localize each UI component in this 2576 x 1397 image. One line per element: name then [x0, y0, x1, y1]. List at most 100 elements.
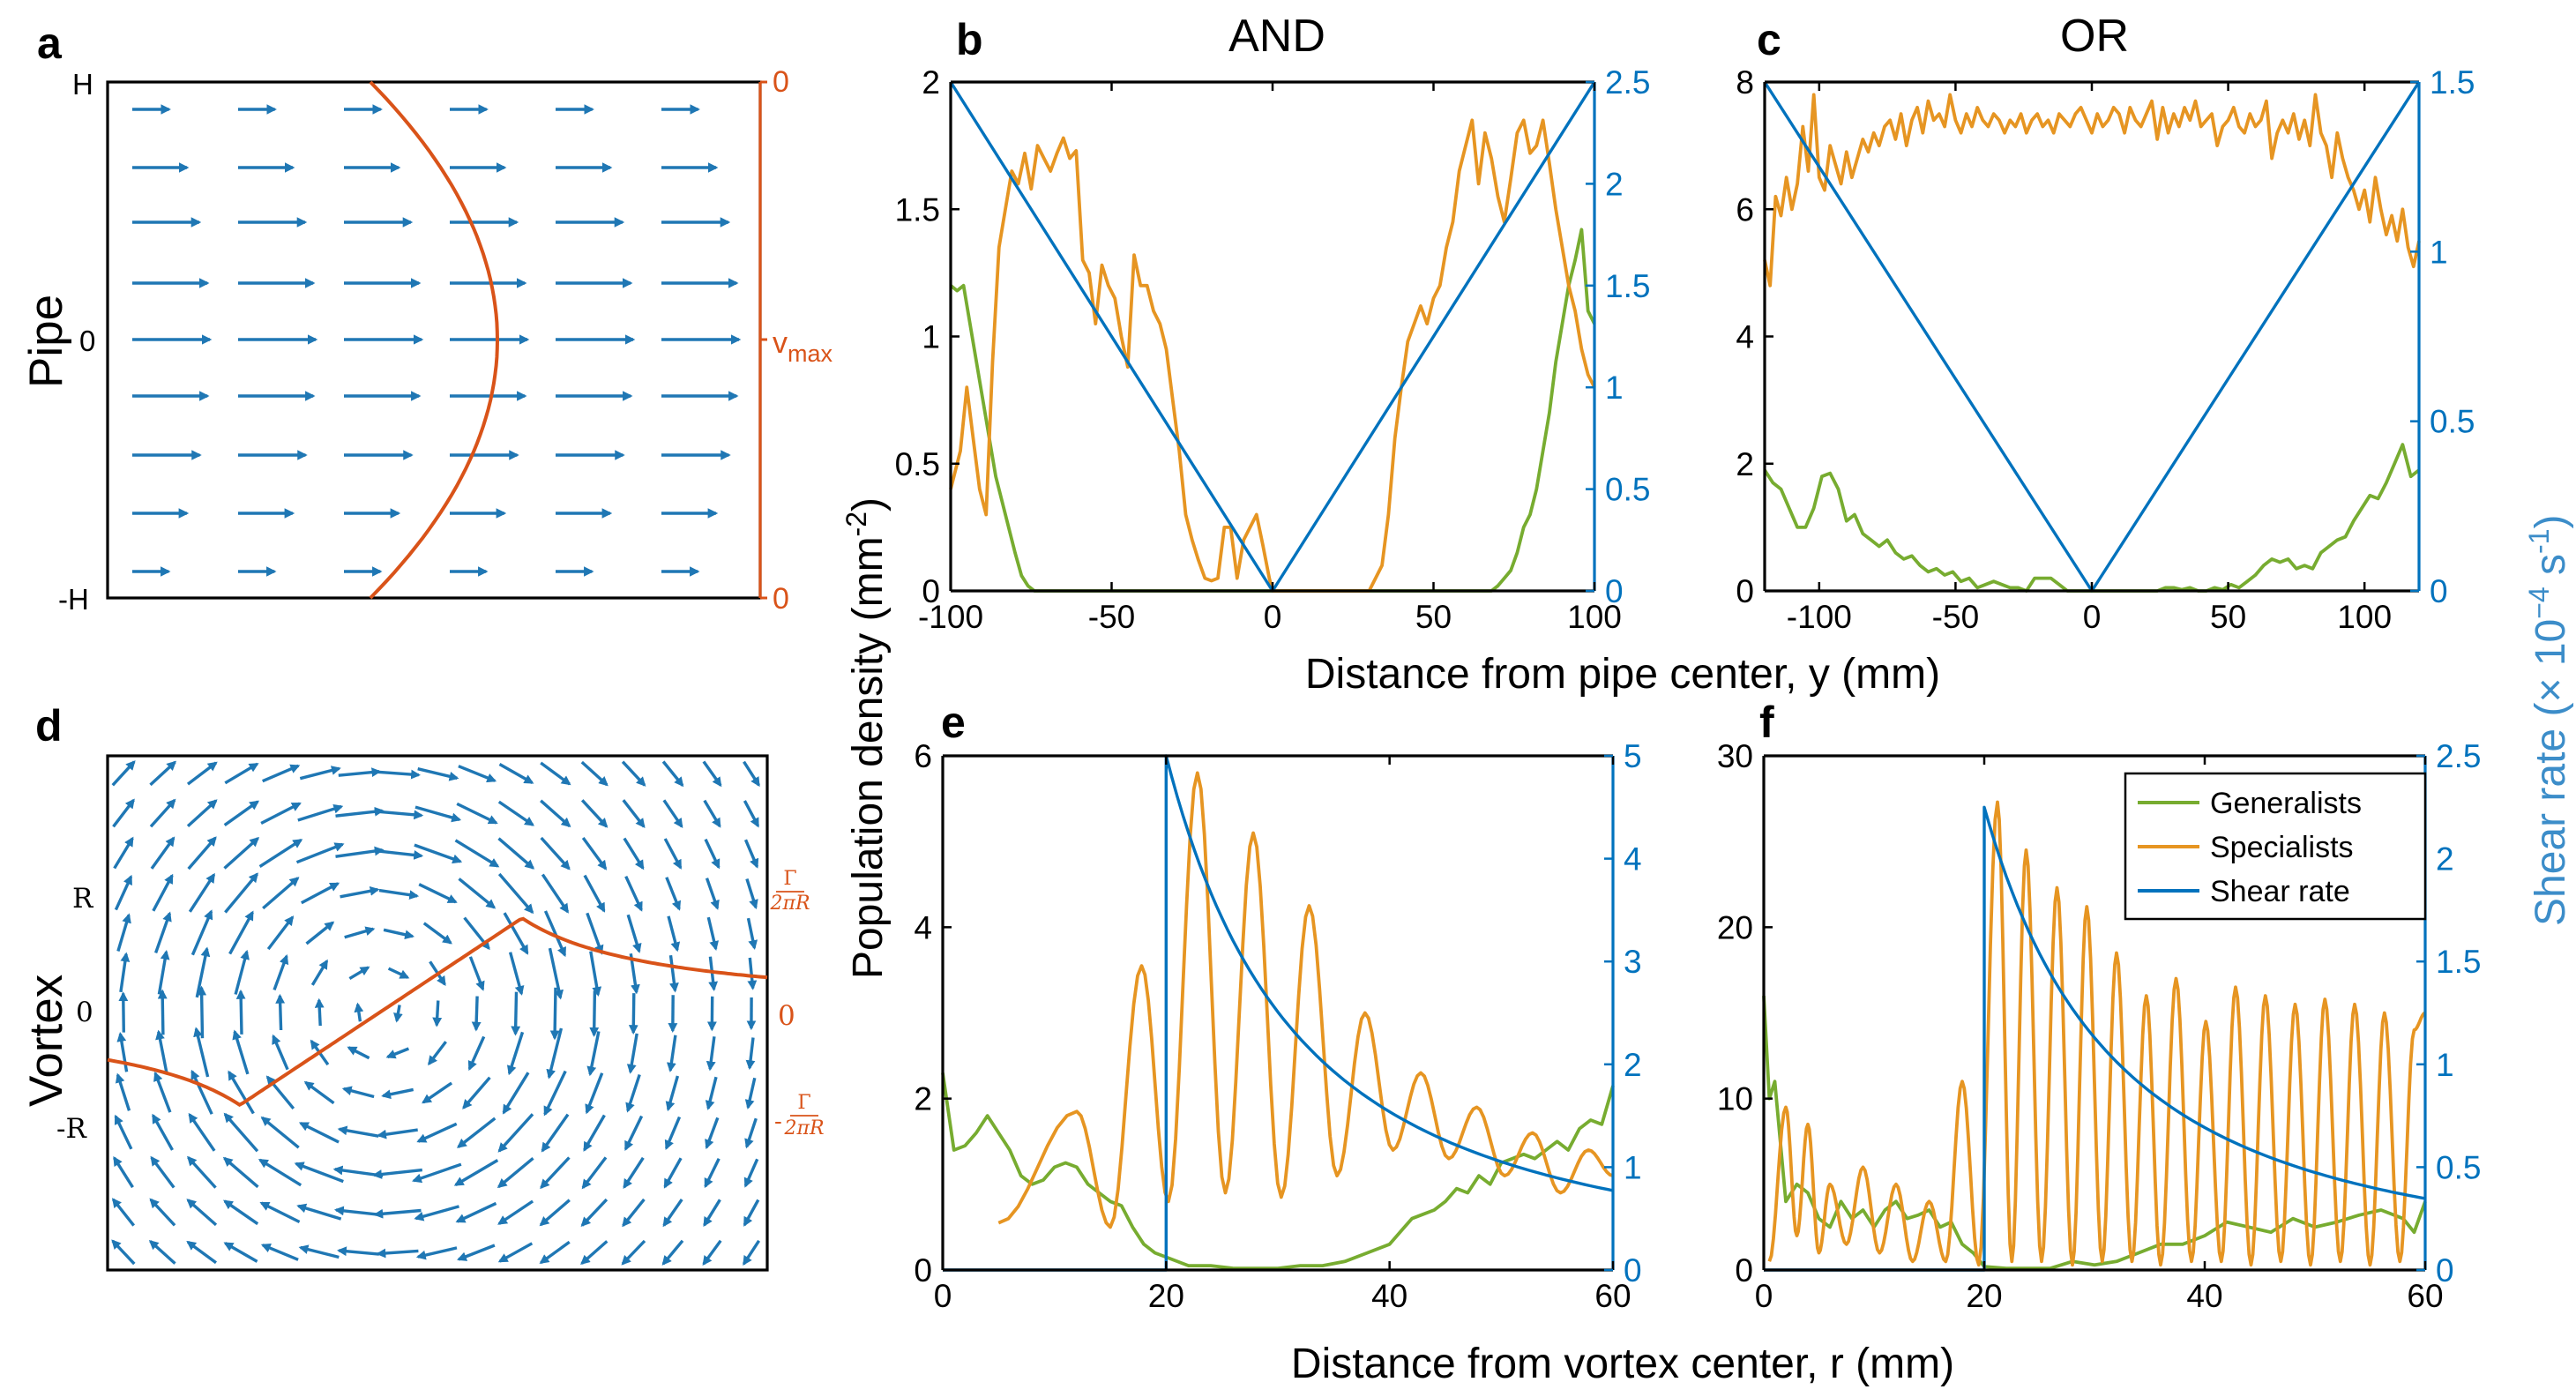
- vortex-flow-arrow-146: [502, 1072, 530, 1115]
- vortex-flow-arrow-220: [742, 1239, 761, 1266]
- panel-e-y2-tick-label: 1: [1624, 1149, 1642, 1185]
- vortex-flow-arrow-105: [235, 989, 246, 1035]
- panel-b-x-tick-label: 50: [1415, 599, 1452, 635]
- panel-f-y2-tick-label: 1.5: [2436, 944, 2481, 980]
- panel-e-series-shear-rate: [943, 754, 1614, 1272]
- panel-c-x-tick-label: -100: [1787, 599, 1852, 635]
- vortex-flow-arrow-136: [115, 1072, 131, 1111]
- panel-f-x-tick-label: 0: [1755, 1278, 1773, 1314]
- vortex-flow-arrow-132: [626, 1033, 638, 1074]
- vortex-flow-arrow-126: [385, 1047, 410, 1059]
- vortex-flow-arrow-191: [259, 1201, 301, 1224]
- vortex-flow-arrow-201: [662, 1199, 683, 1228]
- vortex-flow-arrow-76: [422, 922, 452, 945]
- vortex-flow-arrow-189: [186, 1199, 218, 1227]
- vortex-flow-arrow-85: [119, 952, 131, 993]
- vortex-flow-arrow-102: [118, 991, 129, 1033]
- vortex-velocity-profile: [107, 916, 768, 1108]
- panel-b-series-generalists: [949, 228, 1596, 593]
- panel-b-x-tick-label: 100: [1567, 599, 1622, 635]
- vortex-flow-arrow-175: [294, 1162, 344, 1184]
- panel-e-y2-tick-label: 4: [1624, 841, 1642, 878]
- panel-c-x-tick-label: -50: [1932, 599, 1979, 635]
- panel-c-x-tick-label: 0: [2083, 599, 2102, 635]
- panel-d-tick-0: 0: [76, 997, 93, 1028]
- vortex-flow-arrow-59: [418, 883, 458, 904]
- panel-c-y2-tick-label: 1: [2430, 234, 2448, 270]
- vortex-flow-arrow-158: [298, 1121, 340, 1144]
- vortex-flow-arrow-182: [581, 1156, 608, 1190]
- vortex-flow-arrow-72: [266, 915, 295, 951]
- vortex-flow-arrow-3: [224, 762, 259, 785]
- vortex-flow-arrow-89: [273, 954, 289, 990]
- vortex-flow-arrow-130: [546, 1027, 564, 1080]
- vortex-flow-arrow-123: [272, 1034, 289, 1071]
- vortex-flow-arrow-119: [116, 1032, 129, 1072]
- vortex-flow-arrow-215: [539, 1240, 571, 1265]
- panel-d-right-tick-bottom: - Γ 2πR: [774, 1092, 825, 1139]
- vortex-flow-arrow-120: [155, 1029, 168, 1075]
- vortex-flow-arrow-97: [589, 951, 602, 997]
- vortex-flow-arrow-6: [338, 767, 382, 778]
- panel-d-right-tick-0: 0: [778, 1000, 795, 1032]
- vortex-flow-arrow-192: [296, 1203, 342, 1221]
- vortex-flow-arrow-165: [583, 1114, 606, 1152]
- vortex-flow-arrow-51: [114, 874, 133, 911]
- vortex-flow-arrow-84: [746, 917, 758, 951]
- panel-c-title: OR: [2060, 11, 2129, 62]
- panel-b-y2-tick-label: 2.5: [1605, 64, 1650, 101]
- vortex-flow-arrow-159: [337, 1125, 379, 1138]
- vortex-velocity-field: [111, 760, 761, 1266]
- vortex-flow-arrow-36: [187, 836, 217, 870]
- panel-b-y2-tick-label: 1.5: [1605, 268, 1650, 304]
- vortex-flow-arrow-112: [511, 991, 521, 1036]
- vortex-flow-arrow-62: [541, 873, 570, 914]
- panel-a-right-tick-vmax: vmax: [773, 326, 833, 367]
- vortex-flow-arrow-80: [586, 912, 604, 955]
- vortex-flow-arrow-170: [113, 1155, 134, 1189]
- vortex-flow-arrow-47: [623, 837, 645, 870]
- vortex-flow-arrow-29: [580, 799, 609, 828]
- panel-c-y-tick-label: 8: [1736, 64, 1754, 101]
- vortex-flow-arrow-55: [262, 877, 300, 910]
- panel-f-y2-tick-label: 0: [2436, 1252, 2454, 1289]
- panel-b-y2-tick-label: 2: [1605, 166, 1624, 202]
- vortex-flow-arrow-212: [415, 1246, 458, 1260]
- vortex-flow-arrow-125: [347, 1046, 370, 1060]
- vortex-flow-arrow-73: [305, 921, 335, 945]
- vortex-flow-arrow-41: [374, 848, 424, 860]
- vortex-flow-arrow-8: [417, 767, 459, 781]
- vortex-flow-arrow-181: [540, 1156, 571, 1190]
- panel-b-y2-tick-label: 0.5: [1605, 472, 1650, 508]
- vortex-flow-arrow-24: [374, 810, 424, 820]
- panel-e-y2-tick-label: 5: [1624, 738, 1642, 774]
- panel-e-series-generalists: [941, 1072, 1615, 1270]
- vortex-flow-arrow-180: [497, 1156, 534, 1189]
- vortex-flow-arrow-78: [503, 912, 529, 955]
- panel-a-tick-H: H: [72, 68, 93, 101]
- vortex-flow-arrow-128: [467, 1035, 486, 1072]
- vortex-flow-arrow-207: [223, 1242, 258, 1263]
- panel-b-series-shear-rate: [949, 81, 1596, 593]
- vortex-flow-arrow-52: [152, 873, 174, 912]
- vortex-flow-arrow-139: [228, 1070, 255, 1115]
- vortex-flow-arrow-14: [661, 760, 684, 788]
- vortex-flow-arrow-204: [111, 1239, 136, 1266]
- vortex-flow-arrow-138: [190, 1069, 213, 1115]
- pipe-velocity-profile: [369, 80, 500, 600]
- panel-f-x-tick-label: 40: [2186, 1278, 2222, 1314]
- vortex-flow-arrow-211: [376, 1248, 419, 1259]
- vortex-flow-arrow-142: [341, 1086, 375, 1099]
- vortex-flow-arrow-95: [508, 952, 525, 996]
- panel-d-tick-R: R: [72, 883, 94, 915]
- vortex-flow-arrow-177: [372, 1168, 422, 1179]
- panel-f-y-tick-label: 20: [1717, 909, 1753, 945]
- vortex-flow-arrow-185: [704, 1158, 721, 1189]
- vortex-flow-arrow-82: [667, 915, 681, 952]
- panel-c-letter: c: [1757, 15, 1781, 64]
- panel-f-x-tick-label: 20: [1966, 1278, 2002, 1314]
- panel-f-y2-tick-label: 2: [2436, 841, 2454, 878]
- x-axis-label-vortex: Distance from vortex center, r (mm): [1291, 1341, 1954, 1387]
